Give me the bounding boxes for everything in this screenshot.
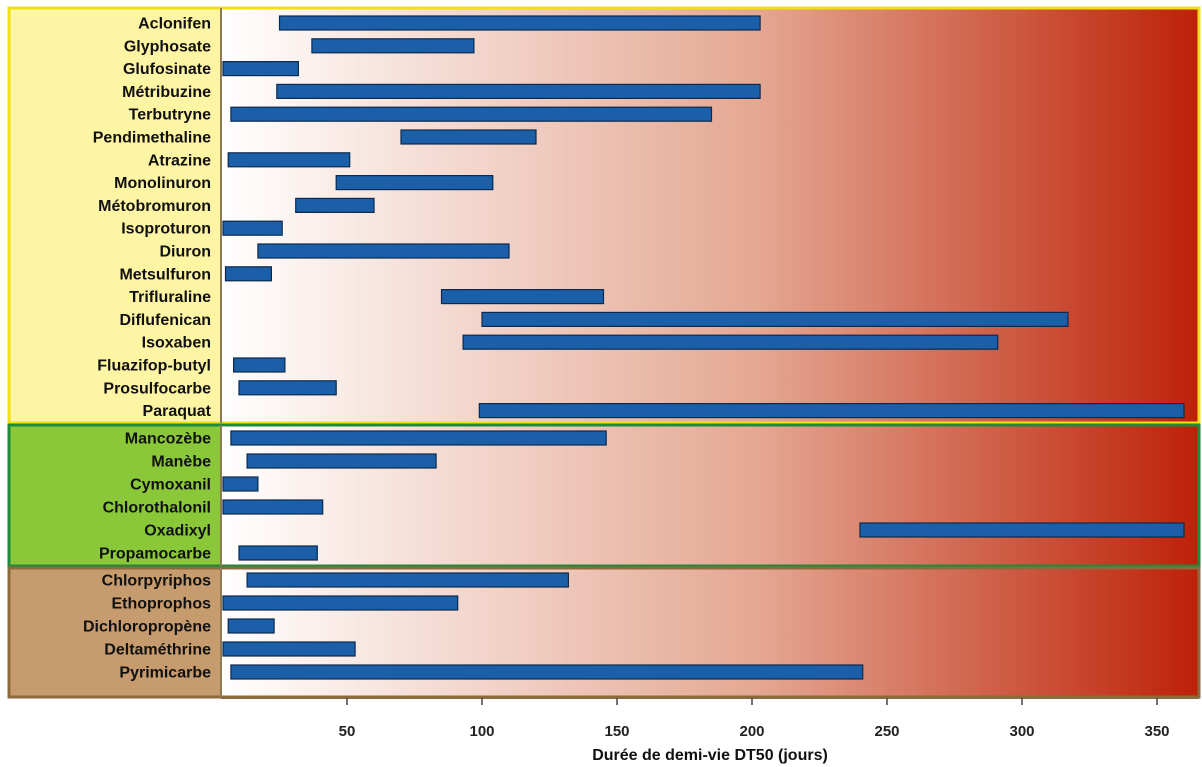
bar-monolinuron xyxy=(335,175,494,191)
bar-dichloroprop-ne xyxy=(227,618,275,634)
fongicides-label-panel xyxy=(9,425,221,566)
x-tick-label: 50 xyxy=(339,723,356,740)
label-cymoxanil: Cymoxanil xyxy=(130,477,211,494)
label-diflufenican: Diflufenican xyxy=(119,312,211,329)
label-aclonifen: Aclonifen xyxy=(138,16,211,33)
label-diuron: Diuron xyxy=(159,244,211,261)
label-m-tribuzine: Métribuzine xyxy=(122,84,211,101)
bar-deltam-thrine xyxy=(222,641,356,657)
bar-cymoxanil xyxy=(222,476,259,492)
label-dichloroprop-ne: Dichloropropène xyxy=(83,619,211,636)
label-m-tobromuron: Métobromuron xyxy=(98,198,211,215)
label-deltam-thrine: Deltaméthrine xyxy=(104,642,211,659)
bar-pyrimicarbe xyxy=(230,664,864,680)
bar-chlorothalonil xyxy=(222,499,324,515)
bar-diflufenican xyxy=(481,311,1069,327)
bar-paraquat xyxy=(478,403,1185,419)
bar-trifluraline xyxy=(440,289,605,305)
bars xyxy=(222,15,1185,680)
bar-atrazine xyxy=(227,152,351,168)
bar-metsulfuron xyxy=(224,266,273,282)
label-atrazine: Atrazine xyxy=(148,152,211,169)
label-glyphosate: Glyphosate xyxy=(124,38,211,55)
fongicides-group-border xyxy=(7,423,1201,568)
bar-propamocarbe xyxy=(238,545,318,561)
label-isoproturon: Isoproturon xyxy=(121,221,211,238)
herbicides-label-panel xyxy=(9,8,221,423)
label-isoxaben: Isoxaben xyxy=(142,335,211,352)
compound-labels: Aclonifen Glyphosate Glufosinate Métribuzin… xyxy=(83,16,212,682)
x-axis: Durée de demi-vie DT50 (jours) 50 100 150 2… xyxy=(221,697,1199,764)
label-man-be: Manèbe xyxy=(151,454,211,471)
label-prosulfocarbe: Prosulfocarbe xyxy=(103,380,211,397)
bar-ethoprophos xyxy=(222,595,459,611)
bar-fluazifop-butyl xyxy=(233,357,286,373)
x-tick-label: 200 xyxy=(739,723,764,740)
category-panels xyxy=(7,6,1201,699)
label-trifluraline: Trifluraline xyxy=(129,289,211,306)
bar-glyphosate xyxy=(311,38,475,54)
x-tick-label: 250 xyxy=(874,723,899,740)
bar-chlorpyriphos xyxy=(246,572,569,588)
label-fluazifop-butyl: Fluazifop-butyl xyxy=(97,358,211,375)
label-chlorpyriphos: Chlorpyriphos xyxy=(102,573,211,590)
label-chlorothalonil: Chlorothalonil xyxy=(103,500,211,517)
bar-m-tribuzine xyxy=(276,83,761,100)
herbicides-group-border xyxy=(7,6,1201,425)
bar-isoxaben xyxy=(462,334,999,350)
label-terbutryne: Terbutryne xyxy=(129,107,211,124)
insecticides-label-panel xyxy=(9,568,221,697)
bar-pendimethaline xyxy=(400,129,537,145)
bar-isoproturon xyxy=(222,220,283,236)
label-paraquat: Paraquat xyxy=(143,403,212,420)
bar-m-tobromuron xyxy=(295,197,375,213)
label-mancoz-be: Mancozèbe xyxy=(125,431,211,448)
bar-glufosinate xyxy=(222,60,300,77)
x-tick-label: 350 xyxy=(1144,723,1169,740)
x-axis-label: Durée de demi-vie DT50 (jours) xyxy=(592,747,828,764)
bar-mancoz-be xyxy=(230,430,607,446)
bar-diuron xyxy=(257,243,510,259)
bar-prosulfocarbe xyxy=(238,380,337,396)
x-tick-label: 100 xyxy=(469,723,494,740)
label-monolinuron: Monolinuron xyxy=(114,175,211,192)
x-tick-label: 300 xyxy=(1009,723,1034,740)
x-tick-label: 150 xyxy=(604,723,629,740)
bar-terbutryne xyxy=(230,106,713,122)
label-metsulfuron: Metsulfuron xyxy=(119,266,211,283)
label-glufosinate: Glufosinate xyxy=(123,61,211,78)
label-pendimethaline: Pendimethaline xyxy=(93,130,211,147)
bar-oxadixyl xyxy=(859,522,1185,538)
bar-man-be xyxy=(246,453,437,469)
label-ethoprophos: Ethoprophos xyxy=(111,596,211,613)
label-pyrimicarbe: Pyrimicarbe xyxy=(119,665,211,682)
label-propamocarbe: Propamocarbe xyxy=(99,546,211,563)
label-oxadixyl: Oxadixyl xyxy=(144,523,211,540)
bar-aclonifen xyxy=(278,15,761,31)
